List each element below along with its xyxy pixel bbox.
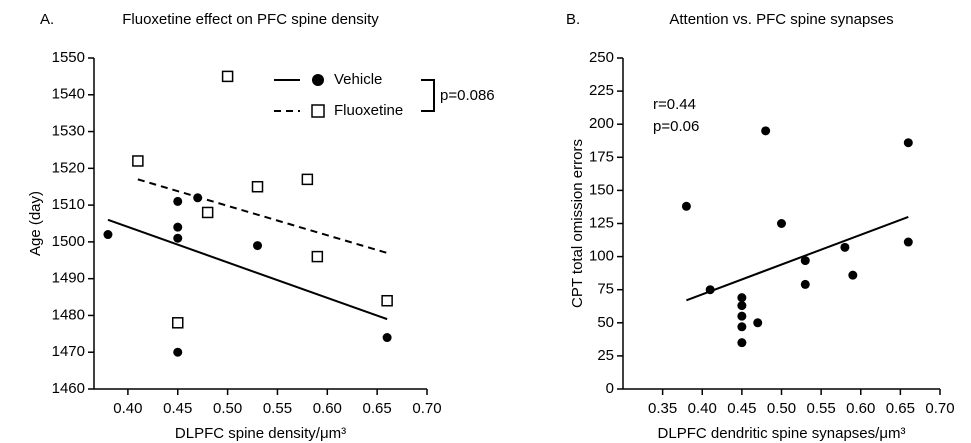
legend-marker bbox=[311, 104, 325, 118]
x-tick-label: 0.55 bbox=[263, 400, 292, 417]
point bbox=[221, 70, 234, 83]
regression-line bbox=[686, 215, 909, 302]
x-tick-label: 0.65 bbox=[886, 400, 915, 417]
point bbox=[903, 237, 913, 247]
point bbox=[132, 155, 144, 167]
point bbox=[253, 241, 263, 251]
legend-marker bbox=[312, 74, 324, 86]
point bbox=[903, 138, 913, 148]
x-tick-label: 0.50 bbox=[767, 400, 796, 417]
point bbox=[737, 338, 747, 348]
y-tick-label: 200 bbox=[589, 115, 614, 132]
y-tick-label: 1540 bbox=[52, 86, 85, 103]
point bbox=[381, 294, 393, 307]
y-tick-label: 1470 bbox=[52, 343, 85, 360]
point bbox=[737, 322, 747, 332]
x-tick-label: 0.40 bbox=[113, 400, 142, 417]
y-tick-label: 25 bbox=[597, 347, 614, 364]
y-tick-label: 75 bbox=[597, 281, 614, 298]
y-tick-label: 1490 bbox=[52, 270, 85, 287]
x-tick-label: 0.55 bbox=[807, 400, 836, 417]
x-tick-label: 0.70 bbox=[412, 400, 441, 417]
legend-label: Vehicle bbox=[334, 71, 382, 88]
annotation: r=0.44 bbox=[653, 96, 696, 113]
point bbox=[301, 173, 314, 186]
chart-title: Fluoxetine effect on PFC spine density bbox=[122, 11, 379, 28]
point bbox=[251, 180, 264, 193]
x-tick-label: 0.45 bbox=[727, 400, 756, 417]
point bbox=[173, 196, 183, 206]
point bbox=[737, 301, 747, 311]
y-tick-label: 1500 bbox=[52, 233, 85, 250]
y-tick-label: 250 bbox=[589, 49, 614, 66]
point bbox=[800, 279, 810, 289]
y-axis-label: Age (day) bbox=[27, 191, 44, 256]
y-tick-label: 1530 bbox=[52, 123, 85, 140]
x-tick-label: 0.45 bbox=[163, 400, 192, 417]
x-axis-label: DLPFC spine density/μm³ bbox=[175, 425, 346, 442]
panel-label: B. bbox=[566, 11, 580, 28]
y-axis-label: CPT total omission errors bbox=[569, 139, 586, 308]
panel-label: A. bbox=[40, 11, 54, 28]
bracket bbox=[421, 79, 435, 112]
y-tick-label: 150 bbox=[589, 181, 614, 198]
x-tick-label: 0.65 bbox=[363, 400, 392, 417]
point bbox=[777, 219, 786, 228]
point bbox=[173, 347, 183, 357]
annotation: p=0.06 bbox=[653, 118, 699, 135]
point bbox=[171, 317, 184, 329]
point bbox=[737, 311, 747, 321]
point bbox=[840, 242, 850, 252]
x-tick-label: 0.60 bbox=[846, 400, 875, 417]
point bbox=[761, 126, 771, 136]
point bbox=[201, 206, 214, 219]
y-tick-label: 1460 bbox=[52, 380, 85, 397]
regression-line bbox=[137, 178, 388, 254]
point bbox=[173, 222, 183, 232]
y-tick-label: 1550 bbox=[52, 49, 85, 66]
point bbox=[737, 293, 747, 303]
x-tick-label: 0.40 bbox=[688, 400, 717, 417]
x-tick-label: 0.35 bbox=[648, 400, 677, 417]
point bbox=[705, 285, 715, 295]
x-tick-label: 0.60 bbox=[313, 400, 342, 417]
point bbox=[848, 270, 858, 280]
x-tick-label: 0.70 bbox=[925, 400, 954, 417]
y-tick-label: 125 bbox=[589, 214, 614, 231]
y-tick-label: 1520 bbox=[52, 159, 85, 176]
point bbox=[173, 233, 183, 243]
regression-line bbox=[107, 218, 388, 321]
point bbox=[681, 201, 691, 211]
point bbox=[103, 230, 113, 240]
x-axis-label: DLPFC dendritic spine synapses/μm³ bbox=[658, 425, 906, 442]
point bbox=[382, 333, 392, 343]
y-tick-label: 0 bbox=[606, 380, 614, 397]
point bbox=[753, 318, 763, 328]
point bbox=[311, 250, 324, 263]
point bbox=[800, 256, 810, 266]
legend-label: Fluoxetine bbox=[334, 102, 403, 119]
y-tick-label: 50 bbox=[597, 314, 614, 331]
annotation: p=0.086 bbox=[440, 87, 495, 104]
y-tick-label: 1480 bbox=[52, 306, 85, 323]
chart-title: Attention vs. PFC spine synapses bbox=[669, 11, 893, 28]
y-tick-label: 1510 bbox=[52, 196, 85, 213]
y-tick-label: 225 bbox=[589, 82, 614, 99]
y-tick-label: 175 bbox=[589, 148, 614, 165]
x-tick-label: 0.50 bbox=[213, 400, 242, 417]
y-tick-label: 100 bbox=[589, 248, 614, 265]
